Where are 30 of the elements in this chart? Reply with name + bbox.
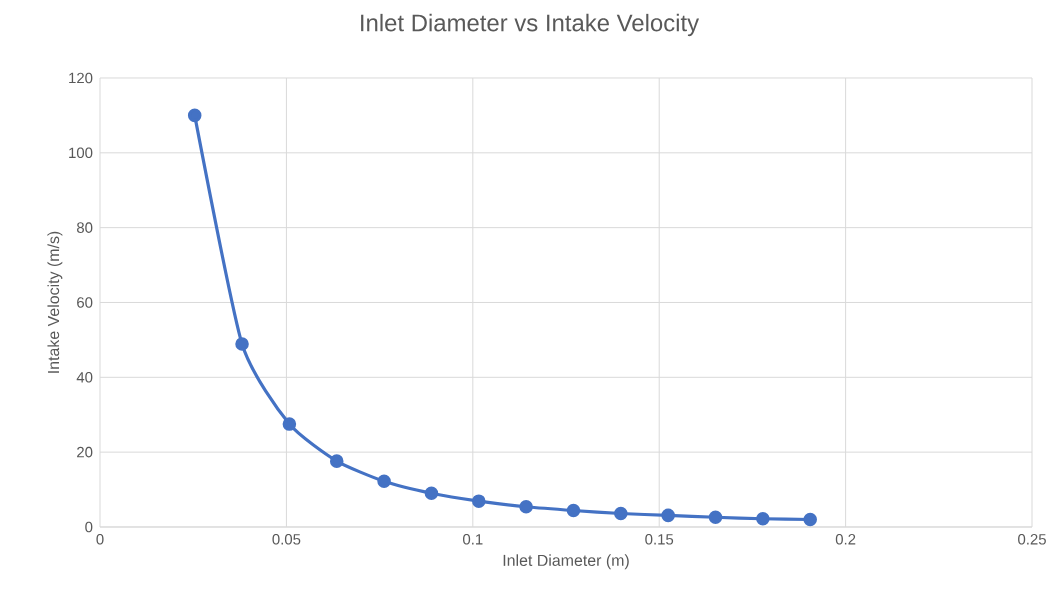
point: [282, 417, 297, 431]
chart-title: Inlet Diameter vs Intake Velocity: [361, 13, 700, 37]
y-tick-label: 80: [77, 222, 93, 233]
y-tick-label: 0: [85, 521, 93, 533]
point: [661, 508, 675, 523]
y-tick-label: 120: [69, 72, 93, 84]
x-tick-label: 0.15: [645, 534, 674, 545]
point: [187, 108, 202, 123]
x-tick-label: 0: [96, 534, 104, 545]
point: [424, 486, 439, 501]
point: [708, 510, 723, 525]
x-tick-label: 0.25: [1018, 534, 1046, 545]
point: [614, 506, 628, 521]
x-tick-label: 0.05: [272, 534, 301, 545]
point: [756, 511, 770, 526]
y-tick-label: 20: [77, 446, 93, 458]
y-axis-title: Intake Velocity (m/s): [47, 231, 63, 373]
y-tick-label: 40: [76, 372, 93, 383]
x-tick-label: 0.1: [463, 534, 483, 545]
point: [329, 454, 344, 468]
x-tick-label: 0.2: [835, 534, 856, 545]
point: [803, 512, 817, 527]
point: [519, 500, 533, 514]
point: [235, 337, 249, 351]
y-tick-label: 60: [77, 297, 93, 308]
x-axis-title: Inlet Diameter (m): [503, 554, 629, 570]
point: [377, 474, 391, 489]
point: [472, 494, 486, 508]
point: [566, 503, 581, 518]
y-tick-label: 100: [69, 147, 93, 159]
